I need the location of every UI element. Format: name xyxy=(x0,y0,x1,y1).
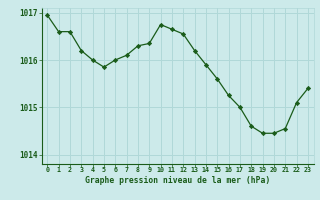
X-axis label: Graphe pression niveau de la mer (hPa): Graphe pression niveau de la mer (hPa) xyxy=(85,176,270,185)
